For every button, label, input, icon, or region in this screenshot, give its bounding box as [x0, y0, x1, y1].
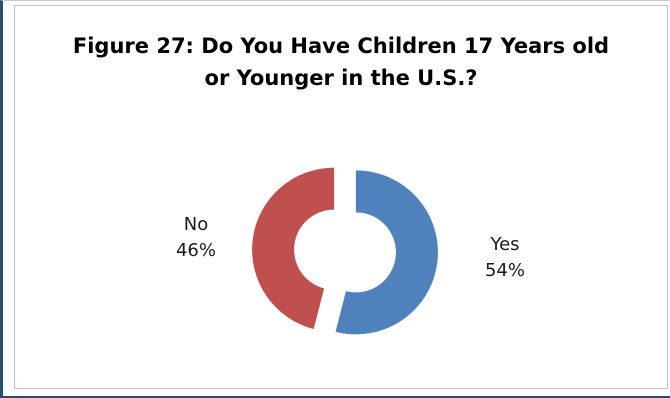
slice-label-yes-percent: 54%: [465, 258, 545, 284]
slice-label-yes-category: Yes: [465, 232, 545, 258]
slice-label-no-percent: 46%: [156, 238, 236, 264]
slice-label-no-category: No: [156, 212, 236, 238]
slice-yes: [336, 170, 438, 334]
slice-label-yes: Yes 54%: [465, 232, 545, 284]
slice-no: [252, 168, 334, 329]
slice-label-no: No 46%: [156, 212, 236, 264]
